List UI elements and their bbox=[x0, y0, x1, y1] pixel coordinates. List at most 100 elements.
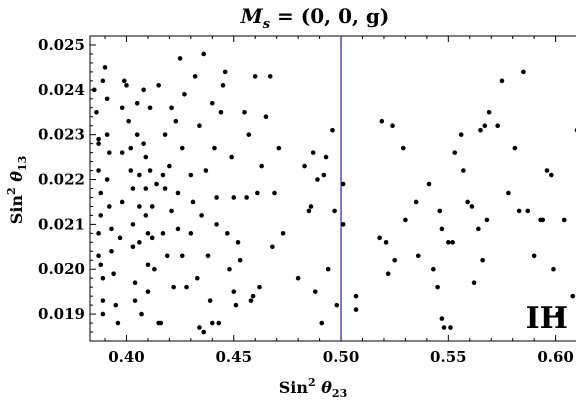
data-point bbox=[91, 87, 97, 93]
data-point bbox=[431, 266, 436, 272]
data-point bbox=[179, 145, 185, 151]
data-point bbox=[188, 231, 194, 236]
data-point bbox=[130, 222, 136, 227]
data-point bbox=[237, 257, 243, 263]
data-point bbox=[267, 74, 273, 79]
data-point bbox=[130, 244, 136, 250]
data-point bbox=[132, 298, 138, 303]
data-point bbox=[143, 154, 149, 160]
data-point bbox=[353, 293, 359, 299]
data-point bbox=[197, 325, 202, 330]
data-point bbox=[190, 199, 196, 205]
data-point bbox=[184, 284, 189, 290]
data-point bbox=[107, 204, 112, 209]
data-point bbox=[259, 163, 264, 169]
title-symbol: M bbox=[240, 4, 264, 28]
data-point bbox=[117, 235, 123, 241]
data-point bbox=[194, 275, 200, 281]
data-point bbox=[458, 132, 464, 137]
y-label-index: 13 bbox=[16, 156, 29, 171]
data-point bbox=[257, 284, 262, 290]
data-point bbox=[403, 217, 408, 223]
data-point bbox=[158, 320, 164, 326]
y-tick-label: 0.023 bbox=[38, 126, 85, 144]
data-point bbox=[231, 195, 237, 200]
data-point bbox=[310, 150, 316, 155]
data-point bbox=[143, 186, 149, 191]
data-point bbox=[214, 222, 219, 227]
data-point bbox=[96, 231, 101, 236]
data-point bbox=[143, 213, 149, 218]
data-point bbox=[476, 226, 481, 232]
data-point bbox=[272, 190, 277, 196]
y-tick-label: 0.019 bbox=[38, 305, 85, 323]
data-point bbox=[439, 316, 445, 321]
data-point bbox=[205, 253, 211, 259]
data-point bbox=[154, 181, 159, 187]
data-point bbox=[134, 100, 140, 106]
data-point bbox=[250, 293, 256, 299]
data-point bbox=[96, 168, 101, 173]
data-point bbox=[201, 329, 207, 335]
data-point bbox=[122, 78, 127, 84]
data-point bbox=[182, 92, 187, 97]
data-point bbox=[104, 96, 110, 102]
data-point bbox=[169, 105, 174, 111]
data-point bbox=[231, 289, 237, 294]
data-point bbox=[448, 325, 453, 330]
data-point bbox=[220, 83, 226, 88]
data-point bbox=[439, 226, 445, 232]
data-point bbox=[102, 65, 108, 70]
x-label-theta: θ bbox=[316, 378, 333, 397]
data-point bbox=[96, 136, 101, 142]
data-point bbox=[130, 186, 136, 191]
data-point bbox=[525, 208, 531, 214]
data-point bbox=[100, 275, 106, 281]
data-point bbox=[173, 118, 179, 124]
title-rest: = (0, 0, g) bbox=[270, 4, 389, 28]
data-point bbox=[446, 240, 451, 245]
data-point bbox=[160, 172, 166, 178]
data-point bbox=[540, 217, 546, 223]
data-point bbox=[147, 105, 153, 111]
data-point bbox=[437, 208, 443, 214]
data-point bbox=[227, 266, 232, 272]
ih-annotation: IH bbox=[526, 301, 568, 336]
chart-title: Ms = (0, 0, g) bbox=[240, 4, 390, 32]
data-point bbox=[98, 213, 104, 218]
data-point bbox=[332, 208, 337, 214]
data-point bbox=[570, 293, 576, 299]
y-tick-label: 0.021 bbox=[38, 215, 85, 233]
data-point bbox=[126, 118, 131, 124]
data-point bbox=[162, 132, 168, 137]
data-point bbox=[164, 253, 170, 259]
y-tick-label: 0.022 bbox=[38, 171, 85, 189]
data-point bbox=[516, 208, 522, 214]
data-point bbox=[119, 150, 125, 155]
data-point bbox=[141, 141, 146, 146]
y-label-base: Sin bbox=[7, 195, 26, 225]
data-point bbox=[100, 298, 106, 303]
data-point bbox=[203, 168, 209, 173]
data-point bbox=[302, 163, 307, 169]
data-point bbox=[549, 172, 554, 178]
data-point bbox=[561, 217, 567, 223]
data-point bbox=[137, 204, 142, 209]
data-point bbox=[495, 123, 500, 129]
scatter-points bbox=[91, 51, 576, 335]
data-point bbox=[306, 208, 312, 214]
data-point bbox=[149, 204, 155, 209]
data-point bbox=[295, 275, 301, 281]
data-point bbox=[214, 195, 219, 200]
data-point bbox=[512, 145, 518, 151]
data-point bbox=[100, 78, 106, 84]
title-subscript: s bbox=[263, 17, 271, 32]
data-point bbox=[160, 231, 166, 236]
data-point bbox=[162, 186, 168, 191]
data-point bbox=[145, 231, 151, 236]
x-label-index: 23 bbox=[332, 387, 347, 400]
data-point bbox=[149, 235, 155, 241]
data-point bbox=[246, 132, 252, 137]
data-point bbox=[435, 284, 440, 290]
data-point bbox=[413, 199, 419, 205]
